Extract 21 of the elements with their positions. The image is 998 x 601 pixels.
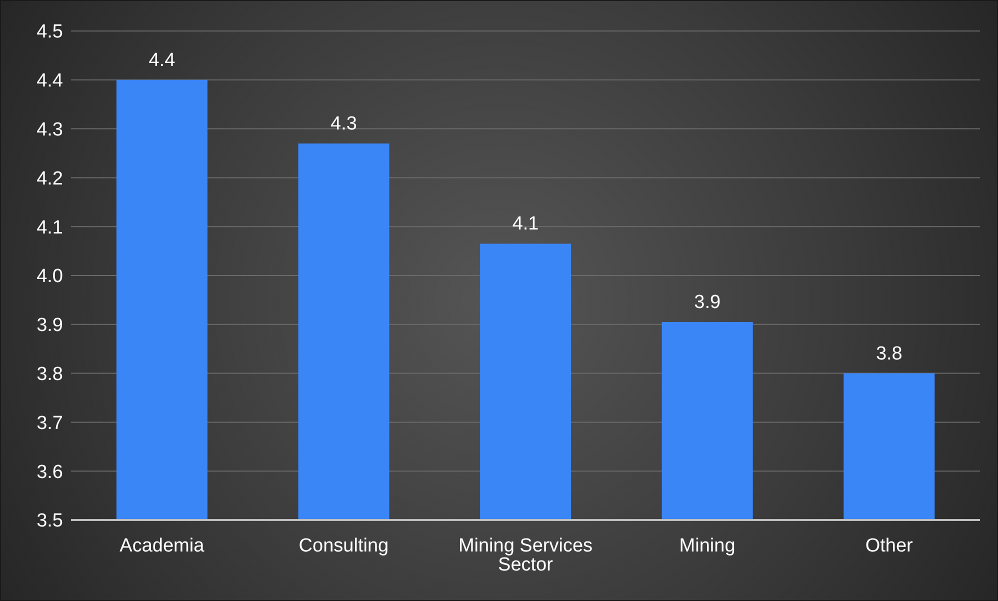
data-label: 4.4 xyxy=(148,50,176,71)
y-tick-label: 4.4 xyxy=(36,70,64,92)
x-tick-label: Consulting xyxy=(298,535,389,556)
y-tick-label: 4.0 xyxy=(36,266,63,288)
x-tick-label: Mining Services Sector xyxy=(458,535,593,576)
data-label: 4.3 xyxy=(330,113,357,134)
y-tick-label: 4.2 xyxy=(36,168,63,190)
y-tick-label: 3.8 xyxy=(36,364,63,386)
y-tick-label: 4.5 xyxy=(36,22,63,43)
y-tick-label: 3.7 xyxy=(36,412,63,434)
y-tick-label: 3.5 xyxy=(36,510,63,532)
y-tick-label: 4.1 xyxy=(36,217,63,238)
data-label: 3.9 xyxy=(694,292,721,313)
x-tick-label: Academia xyxy=(120,535,205,556)
data-label: 4.1 xyxy=(512,214,539,235)
x-tick-label: Mining xyxy=(679,535,736,556)
data-label: 3.8 xyxy=(876,343,902,364)
y-tick-label: 4.3 xyxy=(36,120,63,141)
x-tick-label: Other xyxy=(865,535,914,556)
y-tick-label: 3.9 xyxy=(36,315,63,336)
y-tick-label: 3.6 xyxy=(36,462,63,483)
